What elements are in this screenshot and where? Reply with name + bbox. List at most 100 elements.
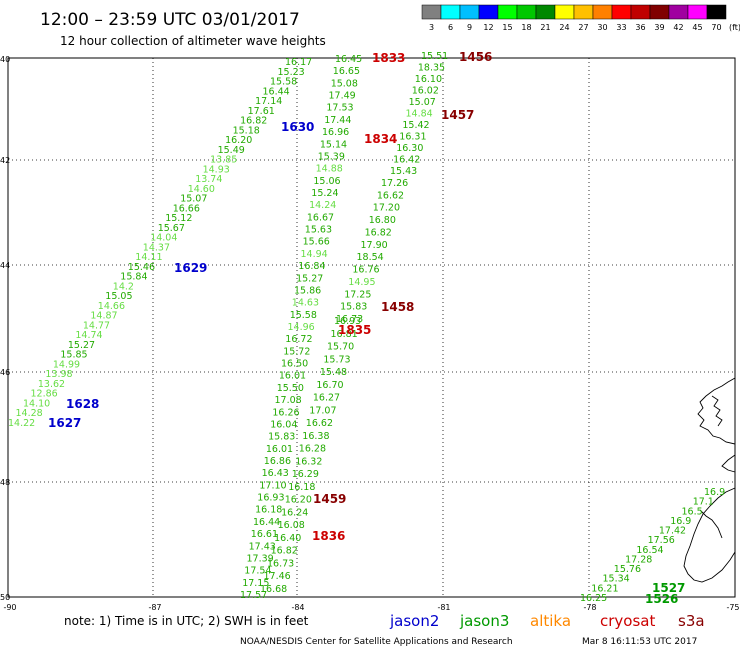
- wave-height-value: 17.44: [324, 115, 351, 126]
- legend-swatch: [535, 4, 556, 20]
- lat-label: 44: [0, 261, 10, 270]
- wave-height-value: 16.29: [292, 469, 319, 480]
- wave-height-value: 13.85: [210, 155, 237, 166]
- legend-swatch: [611, 4, 632, 20]
- wave-height-value: 15.49: [218, 145, 245, 156]
- wave-height-value: 14.77: [83, 320, 110, 331]
- legend-swatch-label: 24: [559, 23, 569, 32]
- wave-height-value: 16.93: [334, 316, 361, 327]
- wave-height-value: 16.65: [333, 66, 360, 77]
- wave-height-value: 15.48: [320, 367, 347, 378]
- wave-height-value: 16.04: [270, 420, 297, 431]
- legend-swatch-label: 70: [711, 23, 721, 32]
- wave-height-value: 16.17: [285, 57, 312, 68]
- wave-height-value: 16.26: [272, 407, 299, 418]
- wave-height-value: 16.96: [322, 127, 349, 138]
- wave-height-value: 14.60: [188, 184, 215, 195]
- legend-swatch: [573, 4, 594, 20]
- wave-height-value: 14.10: [23, 399, 50, 410]
- wave-height-value: 17.10: [259, 480, 286, 491]
- wave-height-value: 15.39: [318, 152, 345, 163]
- wave-height-value: 14.22: [8, 418, 35, 429]
- wave-height-value: 16.45: [335, 54, 362, 65]
- legend-swatch: [516, 4, 537, 20]
- wave-height-value: 17.54: [244, 566, 271, 577]
- wave-height-value: 16.40: [274, 533, 301, 544]
- legend-swatch-label: 6: [448, 23, 453, 32]
- wave-height-value: 16.66: [173, 203, 200, 214]
- pass-number-label: 1628: [66, 397, 99, 411]
- wave-height-value: 17.20: [373, 203, 400, 214]
- wave-height-value: 15.58: [270, 77, 297, 88]
- wave-height-value: 16.32: [295, 456, 322, 467]
- pass-number-label: 1456: [459, 50, 492, 64]
- wave-height-value: 16.20: [285, 495, 312, 506]
- wave-height-value: 16.31: [399, 132, 426, 143]
- pass-number-label: 1835: [338, 323, 371, 337]
- wave-height-value: 16.84: [298, 261, 325, 272]
- legend-swatch: [592, 4, 613, 20]
- wave-height-value: 15.12: [165, 213, 192, 224]
- wave-height-value: 16.20: [225, 135, 252, 146]
- lon-label: -75: [726, 603, 739, 612]
- footer-credit: NOAA/NESDIS Center for Satellite Applica…: [240, 637, 513, 647]
- wave-height-value: 16.18: [288, 482, 315, 493]
- wave-height-value: 15.46: [128, 262, 155, 273]
- coastline: [683, 377, 736, 583]
- lon-label: -90: [3, 603, 16, 612]
- wave-height-value: 16.72: [285, 334, 312, 345]
- wave-height-value: 15.06: [313, 176, 340, 187]
- legend-swatch-label: 33: [616, 23, 626, 32]
- wave-height-tracks: 16.1715.2315.5816.4417.1417.6116.8215.18…: [8, 51, 725, 604]
- wave-height-value: 16.62: [306, 418, 333, 429]
- wave-height-value: 16.82: [271, 546, 298, 557]
- wave-height-value: 16.43: [262, 468, 289, 479]
- wave-height-value: 15.23: [278, 67, 305, 78]
- legend-swatch: [497, 4, 518, 20]
- wave-height-value: 17.61: [248, 106, 275, 117]
- wave-height-value: 14.66: [98, 301, 125, 312]
- wave-height-value: 14.63: [292, 298, 319, 309]
- legend-swatch-label: 3: [429, 23, 434, 32]
- wave-height-value: 14.24: [309, 200, 336, 211]
- legend-jason2: jason2: [389, 612, 439, 630]
- wave-height-value: 16.30: [396, 143, 423, 154]
- wave-height-value: 15.08: [331, 78, 358, 89]
- wave-height-value: 16.67: [307, 212, 334, 223]
- wave-height-value: 15.83: [340, 302, 367, 313]
- page-subtitle: 12 hour collection of altimeter wave hei…: [60, 34, 326, 48]
- wave-height-value: 16.81: [331, 329, 358, 340]
- wave-height-value: 17.53: [326, 103, 353, 114]
- wave-height-value: 16.21: [591, 583, 618, 594]
- wave-height-value: 17.39: [247, 554, 274, 565]
- wave-height-value: 15.07: [409, 97, 436, 108]
- wave-height-value: 16.28: [299, 444, 326, 455]
- wave-height-value: 17.49: [329, 91, 356, 102]
- wave-height-value: 16.82: [240, 116, 267, 127]
- wave-height-value: 16.73: [267, 559, 294, 570]
- wave-height-value: 15.24: [311, 188, 338, 199]
- wave-height-value: 16.82: [365, 228, 392, 239]
- footer-timestamp: Mar 8 16:11:53 UTC 2017: [582, 637, 697, 647]
- wave-height-value: 17.25: [344, 289, 371, 300]
- wave-height-value: 16.25: [580, 593, 607, 604]
- legend-swatch-label: 42: [673, 23, 683, 32]
- wave-height-value: 16.44: [253, 517, 280, 528]
- wave-height-value: 14.99: [53, 360, 80, 371]
- wave-height-value: 17.08: [275, 395, 302, 406]
- legend-swatch-label: 39: [654, 23, 664, 32]
- wave-height-value: 14.28: [16, 408, 43, 419]
- wave-height-value: 16.9: [670, 516, 691, 527]
- wave-height-value: 16.93: [257, 493, 284, 504]
- wave-height-value: 16.68: [260, 584, 287, 595]
- wave-height-value: 15.58: [290, 310, 317, 321]
- wave-height-value: 17.43: [249, 541, 276, 552]
- wave-height-value: 18.54: [357, 252, 384, 263]
- legend-swatch: [630, 4, 651, 20]
- wave-height-value: 15.73: [323, 354, 350, 365]
- wave-height-value: 16.44: [263, 86, 290, 97]
- color-legend: 3 6 9 12 15 18 21 24 27 30 33 36 39 42 45 70 (ft): [421, 4, 740, 32]
- legend-swatch-label: 12: [483, 23, 493, 32]
- wave-height-value: 14.93: [203, 164, 230, 175]
